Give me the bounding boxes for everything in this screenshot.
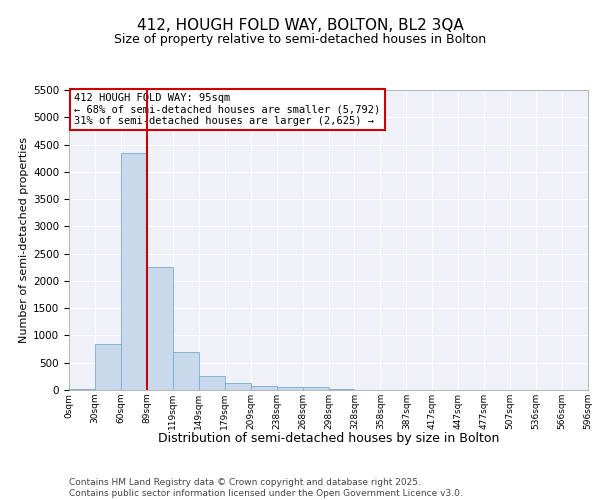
- Bar: [95, 344, 121, 390]
- Bar: [251, 386, 277, 390]
- Bar: [147, 268, 173, 390]
- Bar: [173, 352, 199, 390]
- X-axis label: Distribution of semi-detached houses by size in Bolton: Distribution of semi-detached houses by …: [158, 432, 499, 445]
- Text: 412, HOUGH FOLD WAY, BOLTON, BL2 3QA: 412, HOUGH FOLD WAY, BOLTON, BL2 3QA: [137, 18, 463, 32]
- Bar: [302, 388, 329, 390]
- Bar: [121, 152, 147, 390]
- Bar: [199, 376, 224, 390]
- Bar: [69, 389, 95, 390]
- Y-axis label: Number of semi-detached properties: Number of semi-detached properties: [19, 137, 29, 343]
- Text: Contains HM Land Registry data © Crown copyright and database right 2025.
Contai: Contains HM Land Registry data © Crown c…: [69, 478, 463, 498]
- Text: 412 HOUGH FOLD WAY: 95sqm
← 68% of semi-detached houses are smaller (5,792)
31% : 412 HOUGH FOLD WAY: 95sqm ← 68% of semi-…: [74, 93, 380, 126]
- Bar: [225, 383, 251, 390]
- Bar: [277, 386, 302, 390]
- Text: Size of property relative to semi-detached houses in Bolton: Size of property relative to semi-detach…: [114, 32, 486, 46]
